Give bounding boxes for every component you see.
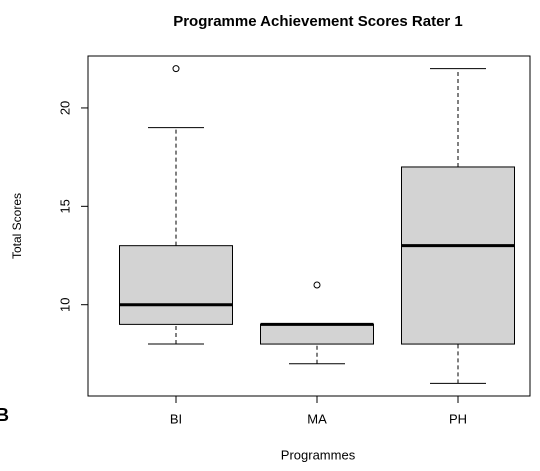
outlier xyxy=(313,281,321,289)
y-tick-label: 10 xyxy=(57,297,72,311)
box xyxy=(119,245,233,325)
plot-frame xyxy=(87,55,531,397)
box xyxy=(260,323,374,345)
box xyxy=(401,166,515,345)
y-tick-label: 15 xyxy=(57,199,72,213)
y-axis-label: Total Scores xyxy=(10,193,24,259)
y-tick-label: 20 xyxy=(57,101,72,115)
x-tick-label: BI xyxy=(170,411,182,426)
outlier xyxy=(172,65,180,73)
x-axis-label: Programmes xyxy=(281,447,356,462)
x-tick-label: MA xyxy=(307,411,327,426)
chart-title: Programme Achievement Scores Rater 1 xyxy=(173,13,463,30)
x-tick-label: PH xyxy=(449,411,467,426)
panel-label: B xyxy=(0,405,9,425)
